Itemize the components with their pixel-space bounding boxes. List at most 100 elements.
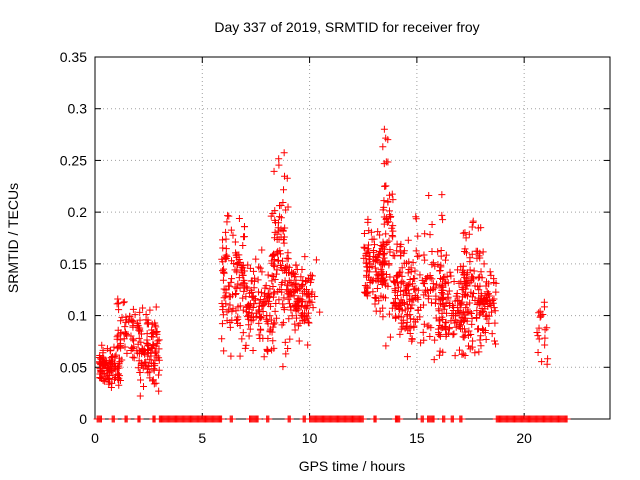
data-point <box>486 292 494 300</box>
data-point <box>372 415 380 423</box>
data-point <box>441 273 449 281</box>
data-point <box>433 280 441 288</box>
data-point <box>396 415 404 423</box>
data-point <box>418 276 426 284</box>
data-point <box>403 353 411 361</box>
data-point <box>405 258 413 266</box>
data-point <box>284 249 292 257</box>
data-point <box>135 347 143 355</box>
data-point <box>393 291 401 299</box>
data-point <box>466 266 474 274</box>
data-point <box>461 325 469 333</box>
data-point <box>391 287 399 295</box>
data-point <box>481 329 489 337</box>
data-point <box>114 344 122 352</box>
data-point <box>406 276 414 284</box>
data-point <box>107 360 115 368</box>
data-point <box>399 316 407 324</box>
data-point <box>381 257 389 265</box>
data-point <box>421 256 429 264</box>
data-point <box>304 341 312 349</box>
data-point <box>153 340 161 348</box>
data-point <box>391 285 399 293</box>
data-point <box>234 319 242 327</box>
data-point <box>487 302 495 310</box>
data-point <box>459 229 467 237</box>
data-point <box>480 260 488 268</box>
data-point <box>423 322 431 330</box>
data-point <box>534 332 542 340</box>
data-point <box>279 199 287 207</box>
data-point <box>364 241 372 249</box>
y-tick-label: 0.1 <box>68 308 88 324</box>
data-point <box>408 301 416 309</box>
data-point <box>439 348 447 356</box>
data-point <box>135 334 143 342</box>
data-point <box>380 260 388 268</box>
data-point <box>380 220 388 228</box>
data-point <box>252 255 260 263</box>
data-point <box>389 196 397 204</box>
data-point <box>306 298 314 306</box>
data-point <box>383 239 391 247</box>
data-point <box>272 270 280 278</box>
data-point <box>281 338 289 346</box>
data-point <box>146 368 154 376</box>
data-point <box>420 251 428 259</box>
data-point <box>240 233 248 241</box>
data-point <box>229 305 237 313</box>
data-point <box>375 247 383 255</box>
data-point <box>492 279 500 287</box>
data-point <box>491 319 499 327</box>
data-point <box>492 288 500 296</box>
data-point <box>477 342 485 350</box>
data-point <box>130 354 138 362</box>
data-point <box>463 292 471 300</box>
data-point <box>218 255 226 263</box>
data-point <box>392 314 400 322</box>
data-point <box>280 233 288 241</box>
data-point <box>285 315 293 323</box>
data-point <box>230 260 238 268</box>
data-point <box>475 286 483 294</box>
data-point <box>467 288 475 296</box>
data-point <box>479 325 487 333</box>
data-point <box>452 323 460 331</box>
data-point <box>385 261 393 269</box>
data-point <box>112 351 120 359</box>
data-point <box>254 415 262 423</box>
data-point <box>400 259 408 267</box>
data-point <box>218 320 226 328</box>
data-point <box>115 381 123 389</box>
data-point <box>480 299 488 307</box>
data-point <box>284 203 292 211</box>
data-point <box>136 392 144 400</box>
data-point <box>492 340 500 348</box>
data-point <box>397 240 405 248</box>
data-point <box>137 376 145 384</box>
data-point <box>246 325 254 333</box>
data-point <box>272 219 280 227</box>
data-point <box>293 297 301 305</box>
data-point <box>365 255 373 263</box>
data-point <box>380 197 388 205</box>
data-point <box>380 240 388 248</box>
data-point <box>123 415 131 423</box>
data-point <box>541 341 549 349</box>
data-point <box>105 372 113 380</box>
data-point <box>263 311 271 319</box>
data-point <box>476 282 484 290</box>
data-point <box>243 284 251 292</box>
data-point <box>458 313 466 321</box>
data-point <box>476 336 484 344</box>
data-point <box>299 313 307 321</box>
data-point <box>420 336 428 344</box>
data-point <box>99 369 107 377</box>
data-point <box>425 192 433 200</box>
data-point <box>365 268 373 276</box>
data-point <box>441 415 449 423</box>
data-point <box>383 218 391 226</box>
data-point <box>222 245 230 253</box>
data-point <box>280 239 288 247</box>
data-point <box>286 335 294 343</box>
